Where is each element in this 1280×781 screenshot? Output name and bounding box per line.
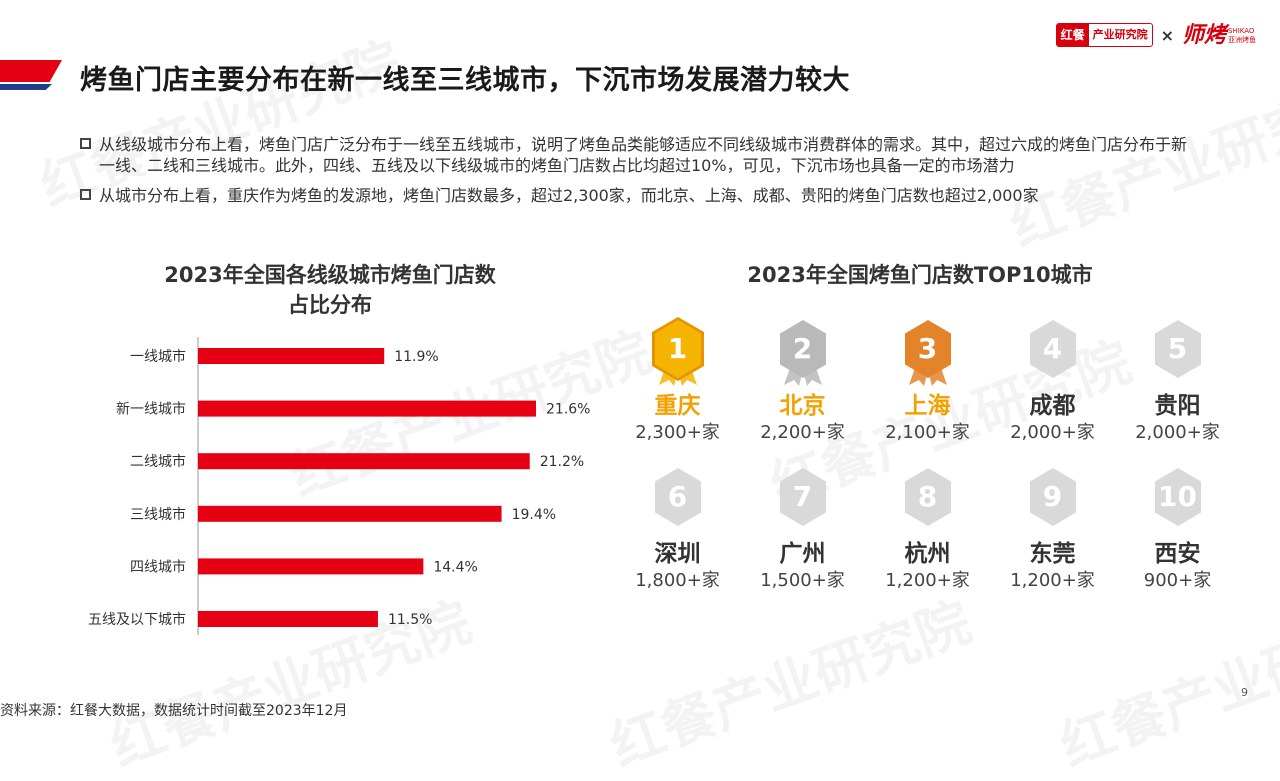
- bar: [198, 505, 502, 522]
- rank-card: 3 上海 2,100+家: [865, 315, 990, 445]
- brand-logos: 红餐 产业研究院 × 师烤 SHIKAO 亚洲烤鱼: [1055, 20, 1256, 50]
- rank-card: 10 西安 900+家: [1115, 463, 1240, 593]
- rank-card: 2 北京 2,200+家: [740, 315, 865, 445]
- rank-badge-icon: 1: [647, 315, 709, 387]
- rank-number: 2: [792, 332, 813, 365]
- source-note: 资料来源：红餐大数据，数据统计时间截至2023年12月: [0, 703, 348, 719]
- bar: [198, 611, 378, 627]
- bullet-list: 从线级城市分布上看，烤鱼门店广泛分布于一线至五线城市，说明了烤鱼品类能够适应不同…: [80, 134, 1200, 215]
- bar: [198, 558, 424, 575]
- rank-number: 5: [1167, 332, 1188, 365]
- bullet-square-icon: [80, 138, 91, 149]
- bullet-square-icon: [80, 189, 91, 200]
- rank-number: 6: [667, 480, 688, 513]
- rank-number: 4: [1042, 332, 1063, 365]
- rank-number: 10: [1158, 480, 1197, 513]
- rank-badge-icon: 8: [897, 463, 959, 535]
- title-accent-bar: [0, 58, 62, 92]
- store-count: 1,800+家: [635, 570, 720, 591]
- rank-card: 1 重庆 2,300+家: [615, 315, 740, 445]
- value-label: 21.6%: [546, 402, 590, 418]
- store-count: 1,500+家: [760, 570, 845, 591]
- rank-card: 7 广州 1,500+家: [740, 463, 865, 593]
- category-label: 一线城市: [130, 348, 186, 365]
- bar: [198, 453, 530, 470]
- ranking-grid: 1 重庆 2,300+家 2 北京 2,200+家: [615, 315, 1240, 593]
- store-count: 2,100+家: [885, 422, 970, 443]
- rank-number: 7: [792, 480, 813, 513]
- bullet-item: 从线级城市分布上看，烤鱼门店广泛分布于一线至五线城市，说明了烤鱼品类能够适应不同…: [80, 134, 1200, 176]
- value-label: 11.9%: [394, 349, 438, 365]
- shikao-logo-mark: 师烤: [1181, 22, 1226, 48]
- shikao-logo-subtext: SHIKAO 亚洲烤鱼: [1228, 27, 1256, 44]
- store-count: 2,200+家: [760, 422, 845, 443]
- rank-badge-icon: 9: [1022, 463, 1084, 535]
- value-label: 19.4%: [512, 507, 556, 523]
- rank-badge-icon: 7: [772, 463, 834, 535]
- rank-card: 6 深圳 1,800+家: [615, 463, 740, 593]
- bar: [198, 348, 385, 364]
- city-name: 北京: [779, 393, 826, 419]
- bar: [198, 400, 536, 417]
- bar-chart: 一线城市 11.9% 新一线城市 21.6% 二线城市 21.2% 三线城市 19.4% 四线城…: [88, 337, 590, 635]
- bullet-item: 从城市分布上看，重庆作为烤鱼的发源地，烤鱼门店数最多，超过2,300家，而北京、…: [80, 185, 1200, 206]
- city-name: 上海: [904, 393, 951, 419]
- logo-separator: ×: [1160, 25, 1174, 45]
- city-name: 贵阳: [1154, 393, 1201, 419]
- page-number: 9: [1241, 686, 1248, 699]
- page-title: 烤鱼门店主要分布在新一线至三线城市，下沉市场发展潜力较大: [80, 65, 850, 96]
- rank-badge-icon: 10: [1147, 463, 1209, 535]
- rank-number: 9: [1042, 480, 1063, 513]
- shikao-logo: 师烤 SHIKAO 亚洲烤鱼: [1182, 23, 1256, 47]
- rank-badge-icon: 4: [1022, 315, 1084, 387]
- category-label: 五线及以下城市: [88, 611, 186, 628]
- rank-card: 8 杭州 1,200+家: [865, 463, 990, 593]
- city-name: 广州: [779, 541, 826, 567]
- rank-badge-icon: 3: [897, 315, 959, 387]
- value-label: 11.5%: [388, 612, 432, 628]
- bar-chart-title: 2023年全国各线级城市烤鱼门店数占比分布: [164, 263, 496, 317]
- store-count: 2,000+家: [1010, 422, 1095, 443]
- hongcan-logo-mark: 红餐: [1056, 24, 1089, 46]
- category-label: 四线城市: [130, 558, 186, 575]
- hongcan-logo: 红餐 产业研究院: [1055, 23, 1153, 47]
- bullet-text: 从线级城市分布上看，烤鱼门店广泛分布于一线至五线城市，说明了烤鱼品类能够适应不同…: [99, 135, 1188, 175]
- city-name: 重庆: [654, 393, 701, 419]
- rank-number: 1: [667, 332, 688, 365]
- store-count: 1,200+家: [1010, 570, 1095, 591]
- store-count: 1,200+家: [885, 570, 970, 591]
- category-label: 二线城市: [130, 453, 186, 470]
- rank-card: 4 成都 2,000+家: [990, 315, 1115, 445]
- store-count: 900+家: [1143, 570, 1212, 591]
- value-label: 21.2%: [540, 454, 584, 470]
- hongcan-logo-text: 产业研究院: [1092, 28, 1148, 41]
- rank-badge-icon: 5: [1147, 315, 1209, 387]
- category-label: 三线城市: [130, 506, 186, 523]
- city-name: 成都: [1029, 393, 1076, 419]
- rank-card: 9 东莞 1,200+家: [990, 463, 1115, 593]
- rank-number: 8: [917, 480, 938, 513]
- value-label: 14.4%: [433, 559, 477, 575]
- city-name: 深圳: [654, 541, 701, 567]
- city-name: 西安: [1154, 541, 1201, 567]
- rank-number: 3: [917, 332, 938, 365]
- store-count: 2,300+家: [635, 422, 720, 443]
- city-name: 杭州: [904, 541, 951, 567]
- bullet-text: 从城市分布上看，重庆作为烤鱼的发源地，烤鱼门店数最多，超过2,300家，而北京、…: [99, 186, 1039, 205]
- category-label: 新一线城市: [116, 401, 186, 418]
- city-name: 东莞: [1029, 541, 1076, 567]
- rank-card: 5 贵阳 2,000+家: [1115, 315, 1240, 445]
- store-count: 2,000+家: [1135, 422, 1220, 443]
- ranking-title: 2023年全国烤鱼门店数TOP10城市: [747, 263, 1093, 287]
- rank-badge-icon: 6: [647, 463, 709, 535]
- rank-badge-icon: 2: [772, 315, 834, 387]
